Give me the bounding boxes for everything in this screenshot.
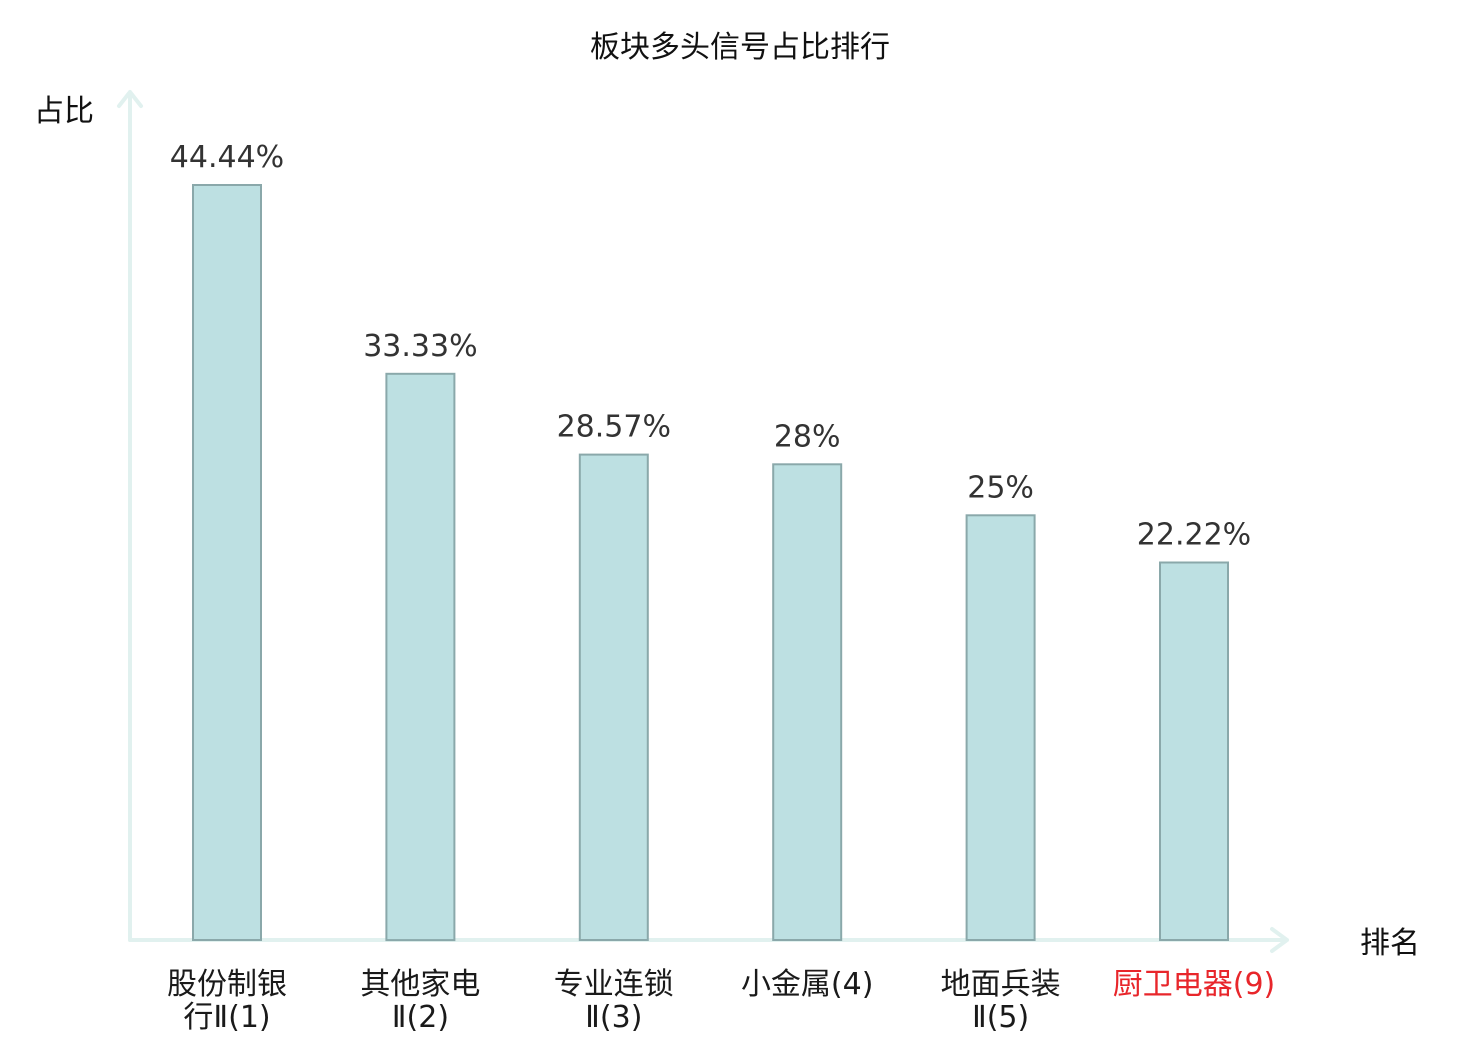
axes <box>117 90 1289 953</box>
category-label-6-line-1: 厨卫电器(9) <box>1113 967 1276 1002</box>
category-label-5-line-1: 地面兵装 <box>941 967 1061 1002</box>
bars-group <box>192 184 1229 942</box>
x-axis-title: 排名 <box>1360 926 1420 961</box>
value-label-2: 33.33% <box>363 329 477 364</box>
bar-4 <box>772 463 843 941</box>
y-axis-line <box>117 90 143 942</box>
bar-2 <box>385 372 456 942</box>
value-label-4: 28% <box>774 419 841 454</box>
bar-6 <box>1159 561 1229 941</box>
y-axis-title: 占比 <box>34 94 94 129</box>
value-label-3: 28.57% <box>557 410 671 445</box>
category-label-5-line-2: Ⅱ(5) <box>972 1000 1029 1035</box>
x-axis-line <box>128 927 1289 953</box>
bar-5 <box>965 514 1036 941</box>
value-labels-group: 44.44% 33.33% 28.57% 28% 25% 22.22% <box>170 140 1251 553</box>
category-label-3-line-2: Ⅱ(3) <box>585 1000 642 1035</box>
value-label-6: 22.22% <box>1137 518 1251 553</box>
bar-1 <box>192 184 262 941</box>
category-label-2-line-1: 其他家电 <box>360 967 480 1002</box>
value-label-5: 25% <box>967 470 1034 505</box>
category-label-4-line-1: 小金属(4) <box>741 967 874 1002</box>
category-label-1-line-1: 股份制银 <box>167 967 287 1002</box>
bar-3 <box>578 453 649 941</box>
category-label-1-line-2: 行Ⅱ(1) <box>183 1000 270 1035</box>
value-label-1: 44.44% <box>170 140 284 175</box>
category-label-3-line-1: 专业连锁 <box>554 967 674 1002</box>
chart-title: 板块多头信号占比排行 <box>590 30 890 65</box>
category-label-2-line-2: Ⅱ(2) <box>392 1000 449 1035</box>
